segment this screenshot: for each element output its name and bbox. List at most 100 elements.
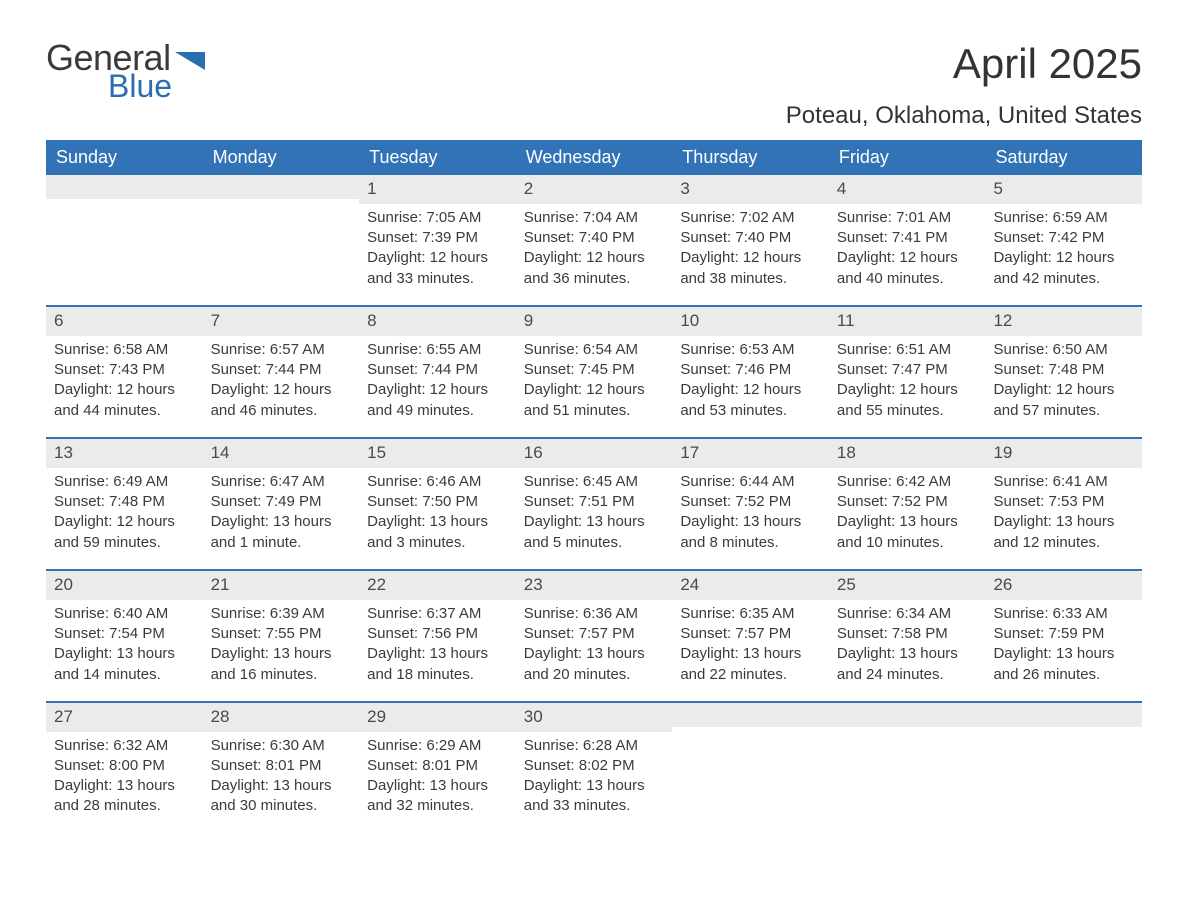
day-body: Sunrise: 6:54 AMSunset: 7:45 PMDaylight:… xyxy=(516,336,673,437)
sunset-text: Sunset: 7:52 PM xyxy=(680,492,821,512)
day-body: Sunrise: 6:49 AMSunset: 7:48 PMDaylight:… xyxy=(46,468,203,569)
day-body: Sunrise: 6:58 AMSunset: 7:43 PMDaylight:… xyxy=(46,336,203,437)
day-number: 16 xyxy=(516,439,673,468)
day-body: Sunrise: 6:28 AMSunset: 8:02 PMDaylight:… xyxy=(516,732,673,833)
day-number: 10 xyxy=(672,307,829,336)
day-number: 17 xyxy=(672,439,829,468)
sunset-text: Sunset: 7:58 PM xyxy=(837,624,978,644)
day-cell: 18Sunrise: 6:42 AMSunset: 7:52 PMDayligh… xyxy=(829,439,986,569)
day-body xyxy=(46,199,203,219)
sunrise-text: Sunrise: 6:32 AM xyxy=(54,736,195,756)
sunset-text: Sunset: 7:40 PM xyxy=(524,228,665,248)
day-number xyxy=(46,175,203,199)
day-cell: 7Sunrise: 6:57 AMSunset: 7:44 PMDaylight… xyxy=(203,307,360,437)
daylight-text: Daylight: 13 hours and 14 minutes. xyxy=(54,644,195,685)
location: Poteau, Oklahoma, United States xyxy=(786,102,1142,130)
sunrise-text: Sunrise: 6:55 AM xyxy=(367,340,508,360)
week-row: 6Sunrise: 6:58 AMSunset: 7:43 PMDaylight… xyxy=(46,305,1142,437)
day-body xyxy=(203,199,360,219)
day-body: Sunrise: 6:59 AMSunset: 7:42 PMDaylight:… xyxy=(985,204,1142,305)
day-body: Sunrise: 6:36 AMSunset: 7:57 PMDaylight:… xyxy=(516,600,673,701)
sunset-text: Sunset: 7:46 PM xyxy=(680,360,821,380)
day-cell: 29Sunrise: 6:29 AMSunset: 8:01 PMDayligh… xyxy=(359,703,516,833)
day-cell xyxy=(985,703,1142,833)
day-cell: 19Sunrise: 6:41 AMSunset: 7:53 PMDayligh… xyxy=(985,439,1142,569)
day-cell: 22Sunrise: 6:37 AMSunset: 7:56 PMDayligh… xyxy=(359,571,516,701)
sunset-text: Sunset: 8:01 PM xyxy=(367,756,508,776)
sunrise-text: Sunrise: 6:49 AM xyxy=(54,472,195,492)
sunrise-text: Sunrise: 7:02 AM xyxy=(680,208,821,228)
day-number: 7 xyxy=(203,307,360,336)
sunset-text: Sunset: 7:44 PM xyxy=(367,360,508,380)
day-body: Sunrise: 6:53 AMSunset: 7:46 PMDaylight:… xyxy=(672,336,829,437)
day-cell xyxy=(203,175,360,305)
daylight-text: Daylight: 12 hours and 49 minutes. xyxy=(367,380,508,421)
sunrise-text: Sunrise: 6:39 AM xyxy=(211,604,352,624)
day-number: 14 xyxy=(203,439,360,468)
day-body: Sunrise: 6:51 AMSunset: 7:47 PMDaylight:… xyxy=(829,336,986,437)
day-number xyxy=(829,703,986,727)
day-cell: 14Sunrise: 6:47 AMSunset: 7:49 PMDayligh… xyxy=(203,439,360,569)
day-cell: 20Sunrise: 6:40 AMSunset: 7:54 PMDayligh… xyxy=(46,571,203,701)
daylight-text: Daylight: 13 hours and 8 minutes. xyxy=(680,512,821,553)
day-number: 3 xyxy=(672,175,829,204)
calendar: SundayMondayTuesdayWednesdayThursdayFrid… xyxy=(46,140,1142,833)
sunset-text: Sunset: 7:54 PM xyxy=(54,624,195,644)
sunrise-text: Sunrise: 6:57 AM xyxy=(211,340,352,360)
sunrise-text: Sunrise: 7:05 AM xyxy=(367,208,508,228)
day-number: 19 xyxy=(985,439,1142,468)
sunrise-text: Sunrise: 6:37 AM xyxy=(367,604,508,624)
sunset-text: Sunset: 7:55 PM xyxy=(211,624,352,644)
day-cell: 11Sunrise: 6:51 AMSunset: 7:47 PMDayligh… xyxy=(829,307,986,437)
day-body: Sunrise: 6:30 AMSunset: 8:01 PMDaylight:… xyxy=(203,732,360,833)
dow-cell: Monday xyxy=(203,140,360,175)
sunrise-text: Sunrise: 6:28 AM xyxy=(524,736,665,756)
daylight-text: Daylight: 13 hours and 3 minutes. xyxy=(367,512,508,553)
day-body: Sunrise: 6:57 AMSunset: 7:44 PMDaylight:… xyxy=(203,336,360,437)
sunset-text: Sunset: 7:57 PM xyxy=(680,624,821,644)
sunrise-text: Sunrise: 6:35 AM xyxy=(680,604,821,624)
daylight-text: Daylight: 12 hours and 59 minutes. xyxy=(54,512,195,553)
day-cell: 8Sunrise: 6:55 AMSunset: 7:44 PMDaylight… xyxy=(359,307,516,437)
logo-flag-icon xyxy=(175,48,205,70)
day-number: 2 xyxy=(516,175,673,204)
day-number: 27 xyxy=(46,703,203,732)
header: General Blue April 2025 Poteau, Oklahoma… xyxy=(46,40,1142,130)
day-cell xyxy=(46,175,203,305)
sunrise-text: Sunrise: 7:04 AM xyxy=(524,208,665,228)
sunrise-text: Sunrise: 6:44 AM xyxy=(680,472,821,492)
daylight-text: Daylight: 12 hours and 53 minutes. xyxy=(680,380,821,421)
sunset-text: Sunset: 8:02 PM xyxy=(524,756,665,776)
sunset-text: Sunset: 8:00 PM xyxy=(54,756,195,776)
sunrise-text: Sunrise: 6:59 AM xyxy=(993,208,1134,228)
sunrise-text: Sunrise: 6:34 AM xyxy=(837,604,978,624)
day-body: Sunrise: 6:40 AMSunset: 7:54 PMDaylight:… xyxy=(46,600,203,701)
day-cell: 3Sunrise: 7:02 AMSunset: 7:40 PMDaylight… xyxy=(672,175,829,305)
sunrise-text: Sunrise: 6:46 AM xyxy=(367,472,508,492)
day-body: Sunrise: 6:39 AMSunset: 7:55 PMDaylight:… xyxy=(203,600,360,701)
day-body: Sunrise: 7:02 AMSunset: 7:40 PMDaylight:… xyxy=(672,204,829,305)
day-number: 25 xyxy=(829,571,986,600)
sunrise-text: Sunrise: 6:40 AM xyxy=(54,604,195,624)
day-body: Sunrise: 6:41 AMSunset: 7:53 PMDaylight:… xyxy=(985,468,1142,569)
day-cell: 25Sunrise: 6:34 AMSunset: 7:58 PMDayligh… xyxy=(829,571,986,701)
day-number xyxy=(672,703,829,727)
daylight-text: Daylight: 13 hours and 12 minutes. xyxy=(993,512,1134,553)
day-body: Sunrise: 6:46 AMSunset: 7:50 PMDaylight:… xyxy=(359,468,516,569)
day-body: Sunrise: 6:33 AMSunset: 7:59 PMDaylight:… xyxy=(985,600,1142,701)
sunset-text: Sunset: 7:39 PM xyxy=(367,228,508,248)
sunset-text: Sunset: 7:42 PM xyxy=(993,228,1134,248)
day-number: 11 xyxy=(829,307,986,336)
daylight-text: Daylight: 12 hours and 42 minutes. xyxy=(993,248,1134,289)
sunset-text: Sunset: 8:01 PM xyxy=(211,756,352,776)
day-number: 21 xyxy=(203,571,360,600)
day-cell: 10Sunrise: 6:53 AMSunset: 7:46 PMDayligh… xyxy=(672,307,829,437)
daylight-text: Daylight: 13 hours and 5 minutes. xyxy=(524,512,665,553)
day-cell: 26Sunrise: 6:33 AMSunset: 7:59 PMDayligh… xyxy=(985,571,1142,701)
day-of-week-header: SundayMondayTuesdayWednesdayThursdayFrid… xyxy=(46,140,1142,175)
daylight-text: Daylight: 12 hours and 57 minutes. xyxy=(993,380,1134,421)
day-number xyxy=(985,703,1142,727)
title-block: April 2025 Poteau, Oklahoma, United Stat… xyxy=(786,40,1142,130)
day-number: 30 xyxy=(516,703,673,732)
day-number xyxy=(203,175,360,199)
